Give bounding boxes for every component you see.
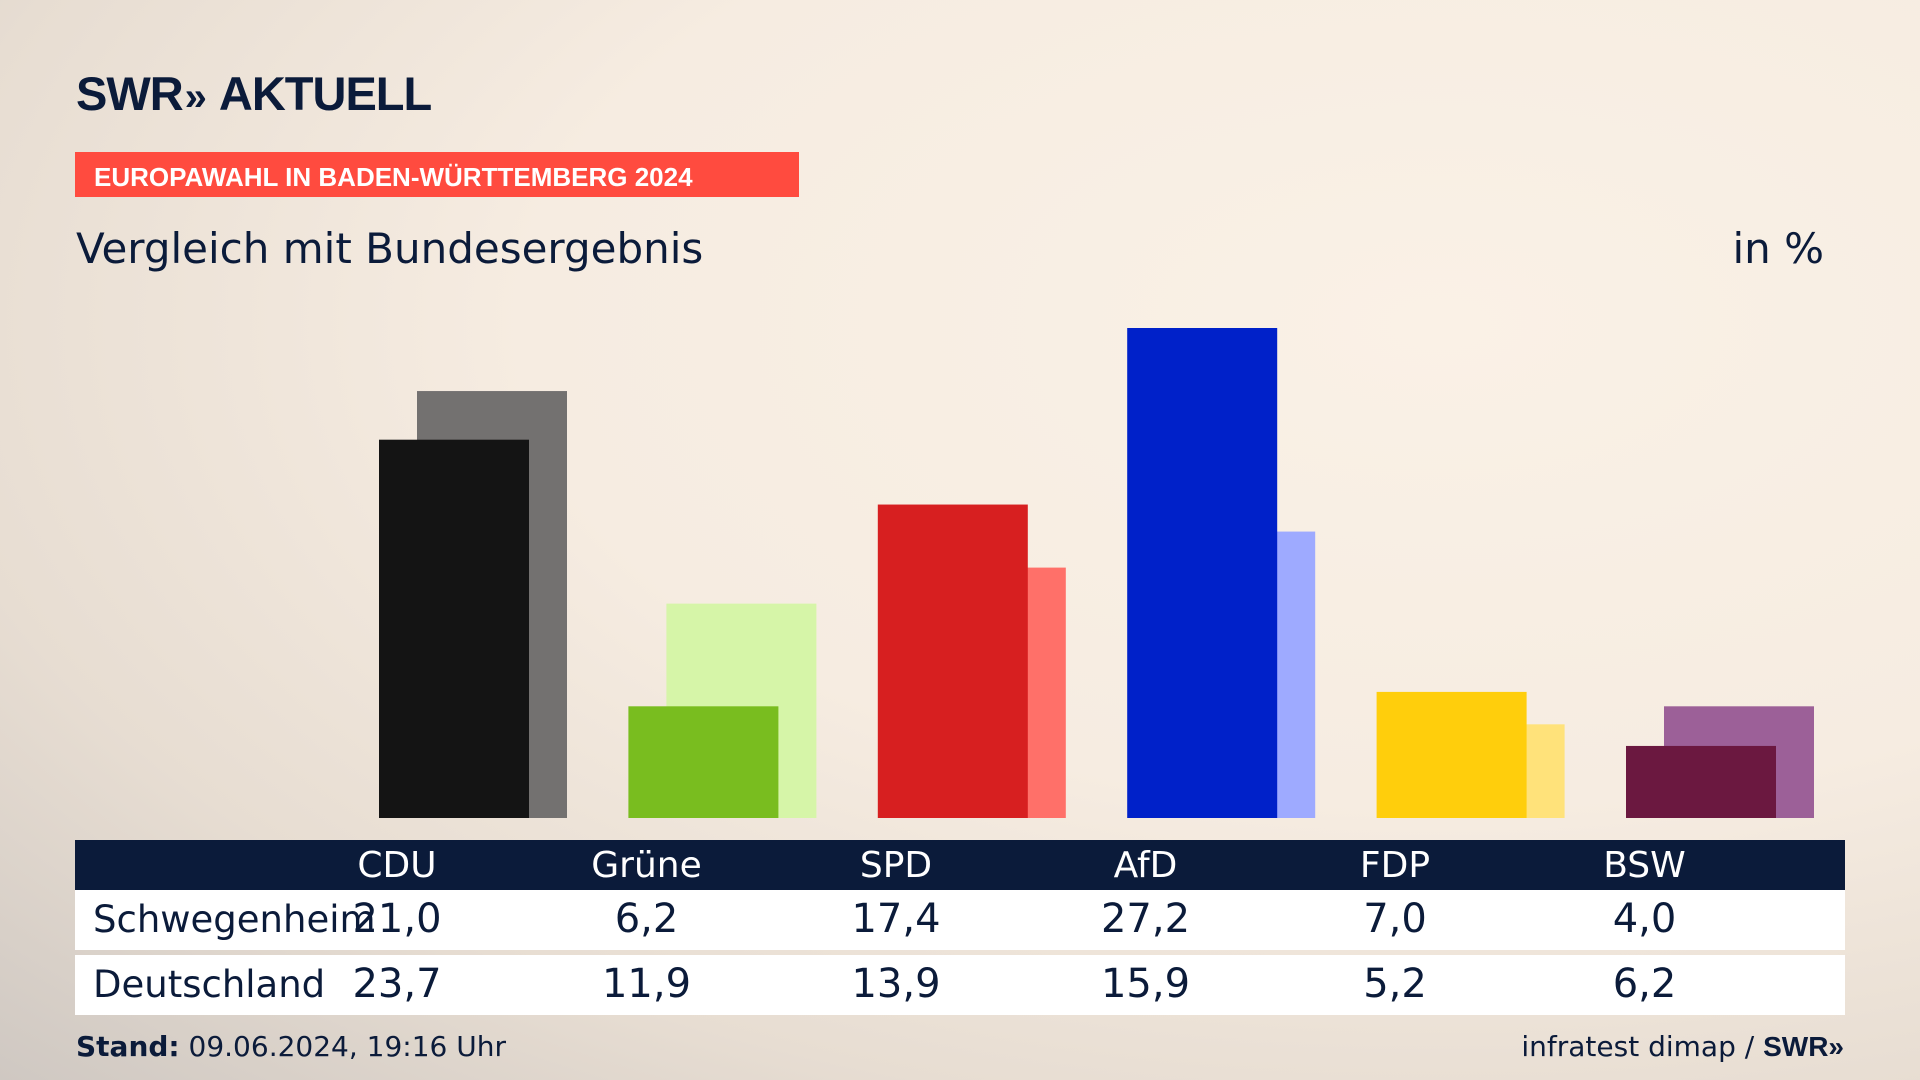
party-header: CDU [357, 845, 437, 886]
value-cell: 6,2 [614, 896, 679, 942]
bar-chart [379, 328, 1814, 818]
row-label-national: Deutschland [93, 963, 326, 1006]
swr-mini-logo: SWR» [1763, 1031, 1844, 1062]
value-cell: 5,2 [1363, 961, 1427, 1007]
table-header-row: CDU Grüne SPD AfD FDP BSW [75, 840, 1845, 890]
value-cell: 23,7 [352, 961, 442, 1007]
value-cell: 15,9 [1100, 961, 1191, 1007]
table-row-local: Schwegenheim 21,0 6,2 17,4 27,2 7,0 4,0 [75, 890, 1845, 950]
bar-schwegenheim-grüne [628, 706, 779, 818]
election-banner: EUROPAWAHL IN BADEN-WÜRTTEMBERG 2024 [75, 152, 799, 197]
bar-schwegenheim-cdu [379, 439, 529, 818]
value-cell: 13,9 [851, 961, 941, 1007]
timestamp: Stand: 09.06.2024, 19:16 Uhr [76, 1030, 506, 1063]
unit-label: in % [1732, 224, 1824, 273]
party-header: FDP [1359, 845, 1431, 886]
bar-schwegenheim-fdp [1376, 691, 1527, 818]
bar-schwegenheim-spd [877, 504, 1028, 818]
stand-label: Stand: [76, 1030, 180, 1063]
party-header: SPD [859, 845, 933, 886]
banner-text: EUROPAWAHL IN BADEN-WÜRTTEMBERG 2024 [94, 162, 693, 192]
party-header: BSW [1603, 845, 1686, 886]
value-cell: 11,9 [601, 961, 692, 1007]
party-header: AfD [1113, 845, 1178, 886]
bar-schwegenheim-afd [1127, 328, 1278, 818]
value-cell: 27,2 [1100, 896, 1191, 942]
logo-brand: SWR [76, 67, 184, 120]
source-separator: / [1744, 1030, 1755, 1063]
party-header: Grüne [591, 845, 702, 886]
stand-value: 09.06.2024, 19:16 Uhr [188, 1030, 506, 1063]
table-row-national: Deutschland 23,7 11,9 13,9 15,9 5,2 6,2 [75, 955, 1845, 1015]
source-credit: infratest dimap / SWR» [1521, 1030, 1844, 1063]
source-name: infratest dimap [1521, 1030, 1736, 1063]
value-cell: 17,4 [851, 896, 941, 942]
bar-schwegenheim-bsw [1626, 745, 1776, 818]
chart-subtitle: Vergleich mit Bundesergebnis [76, 224, 704, 273]
results-table: CDU Grüne SPD AfD FDP BSW Schwegenheim 21,0 6,… [75, 840, 1845, 1015]
value-cell: 21,0 [352, 896, 442, 942]
value-cell: 4,0 [1612, 896, 1677, 942]
value-cell: 7,0 [1363, 896, 1427, 942]
row-label-local: Schwegenheim [93, 898, 376, 941]
logo-suffix: AKTUELL [218, 67, 432, 120]
value-cell: 6,2 [1612, 961, 1677, 1007]
swr-aktuell-logo: SWR» AKTUELL [76, 66, 432, 121]
